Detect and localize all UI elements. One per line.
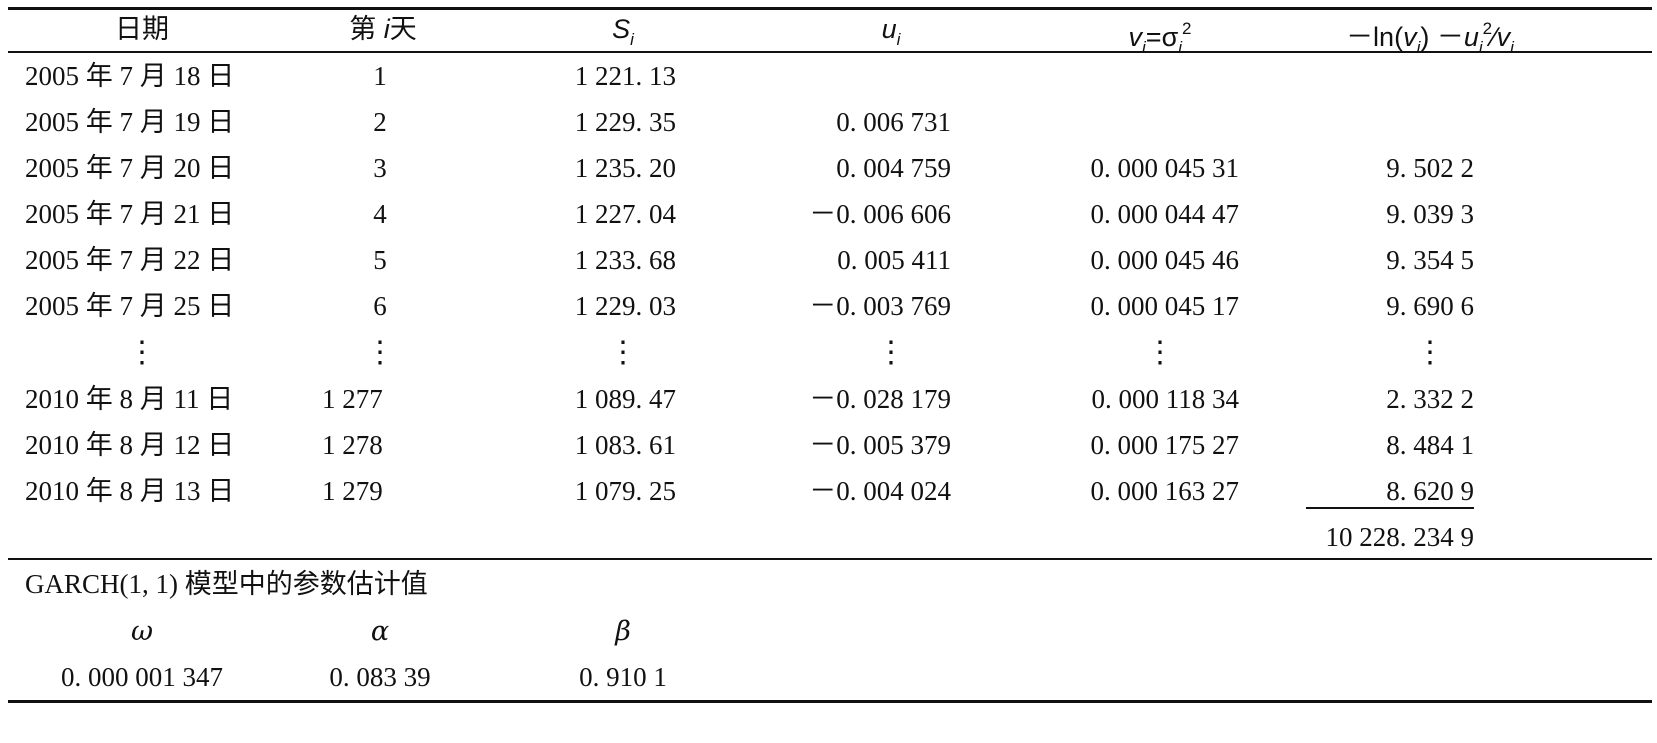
date-cell: 2005 年 7 月 20 日: [25, 153, 235, 183]
header-likelihood: －ln(vi) －ui2∕vi: [1346, 19, 1514, 57]
date-cell: 2005 年 7 月 18 日: [25, 61, 235, 91]
date-cell: 2010 年 8 月 11 日: [25, 384, 234, 414]
price-cell: 1 083. 61: [574, 430, 676, 460]
day-cell: 4: [373, 199, 387, 229]
return-cell: －0. 006 606: [809, 199, 951, 229]
header-price: Si: [612, 14, 634, 49]
date-cell: 2010 年 8 月 13 日: [25, 476, 235, 506]
variance-cell: 0. 000 045 17: [1090, 291, 1240, 321]
day-cell: 1 279: [322, 476, 383, 506]
date-cell: 2005 年 7 月 19 日: [25, 107, 235, 137]
variance-cell: 0. 000 044 47: [1090, 199, 1240, 229]
day-cell: 2: [373, 107, 387, 137]
ellipsis: ⋮: [1415, 336, 1445, 369]
day-cell: 3: [373, 153, 387, 183]
ellipsis: ⋮: [876, 336, 906, 369]
price-cell: 1 233. 68: [574, 245, 676, 275]
return-cell: 0. 005 411: [837, 245, 951, 275]
header-variance: vi=σi2: [1128, 19, 1192, 57]
ellipsis: ⋮: [127, 336, 157, 369]
top-rule: [8, 7, 1652, 10]
alpha-value: 0. 083 39: [329, 662, 431, 692]
return-cell: 0. 006 731: [836, 107, 951, 137]
day-cell: 1 278: [322, 430, 383, 460]
price-cell: 1 221. 13: [574, 61, 676, 91]
ellipsis: ⋮: [608, 336, 638, 369]
day-cell: 1 277: [322, 384, 383, 414]
bottom-rule: [8, 700, 1652, 703]
likelihood-cell: 9. 039 3: [1386, 199, 1474, 229]
date-cell: 2005 年 7 月 22 日: [25, 245, 235, 275]
likelihood-cell: 8. 484 1: [1386, 430, 1474, 460]
date-cell: 2005 年 7 月 21 日: [25, 199, 235, 229]
return-cell: －0. 005 379: [809, 430, 951, 460]
day-cell: 6: [373, 291, 387, 321]
omega-value: 0. 000 001 347: [61, 662, 223, 692]
alpha-label: α: [370, 616, 390, 647]
header-day: 第 i天: [349, 14, 417, 44]
price-cell: 1 229. 35: [574, 107, 676, 137]
variance-cell: 0. 000 175 27: [1090, 430, 1240, 460]
likelihood-cell: 9. 354 5: [1386, 245, 1474, 275]
beta-value: 0. 910 1: [579, 662, 667, 692]
likelihood-cell: 9. 690 6: [1386, 291, 1474, 321]
price-cell: 1 229. 03: [574, 291, 676, 321]
omega-label: ω: [130, 616, 154, 647]
ellipsis: ⋮: [1145, 336, 1175, 369]
return-cell: －0. 004 024: [809, 476, 951, 506]
date-cell: 2005 年 7 月 25 日: [25, 291, 235, 321]
sum-rule: [1306, 507, 1474, 509]
variance-cell: 0. 000 163 27: [1090, 476, 1240, 506]
ellipsis: ⋮: [365, 336, 395, 369]
variance-cell: 0. 000 118 34: [1091, 384, 1240, 414]
price-cell: 1 235. 20: [574, 153, 676, 183]
variance-cell: 0. 000 045 31: [1090, 153, 1240, 183]
day-cell: 5: [373, 245, 387, 275]
beta-label: β: [615, 616, 631, 647]
return-cell: 0. 004 759: [836, 153, 951, 183]
params-title: GARCH(1, 1) 模型中的参数估计值: [25, 569, 428, 599]
likelihood-cell: 2. 332 2: [1386, 384, 1474, 414]
header-rule: [8, 51, 1652, 53]
return-cell: －0. 028 179: [809, 384, 951, 414]
header-return: ui: [881, 14, 901, 49]
day-cell: 1: [373, 61, 387, 91]
likelihood-total: 10 228. 234 9: [1325, 522, 1475, 552]
likelihood-cell: 9. 502 2: [1386, 153, 1474, 183]
date-cell: 2010 年 8 月 12 日: [25, 430, 235, 460]
variance-cell: 0. 000 045 46: [1090, 245, 1240, 275]
price-cell: 1 227. 04: [574, 199, 676, 229]
price-cell: 1 089. 47: [574, 384, 676, 414]
price-cell: 1 079. 25: [574, 476, 676, 506]
header-date: 日期: [115, 14, 169, 44]
return-cell: －0. 003 769: [809, 291, 951, 321]
likelihood-cell: 8. 620 9: [1386, 476, 1474, 506]
section-rule: [8, 558, 1652, 560]
